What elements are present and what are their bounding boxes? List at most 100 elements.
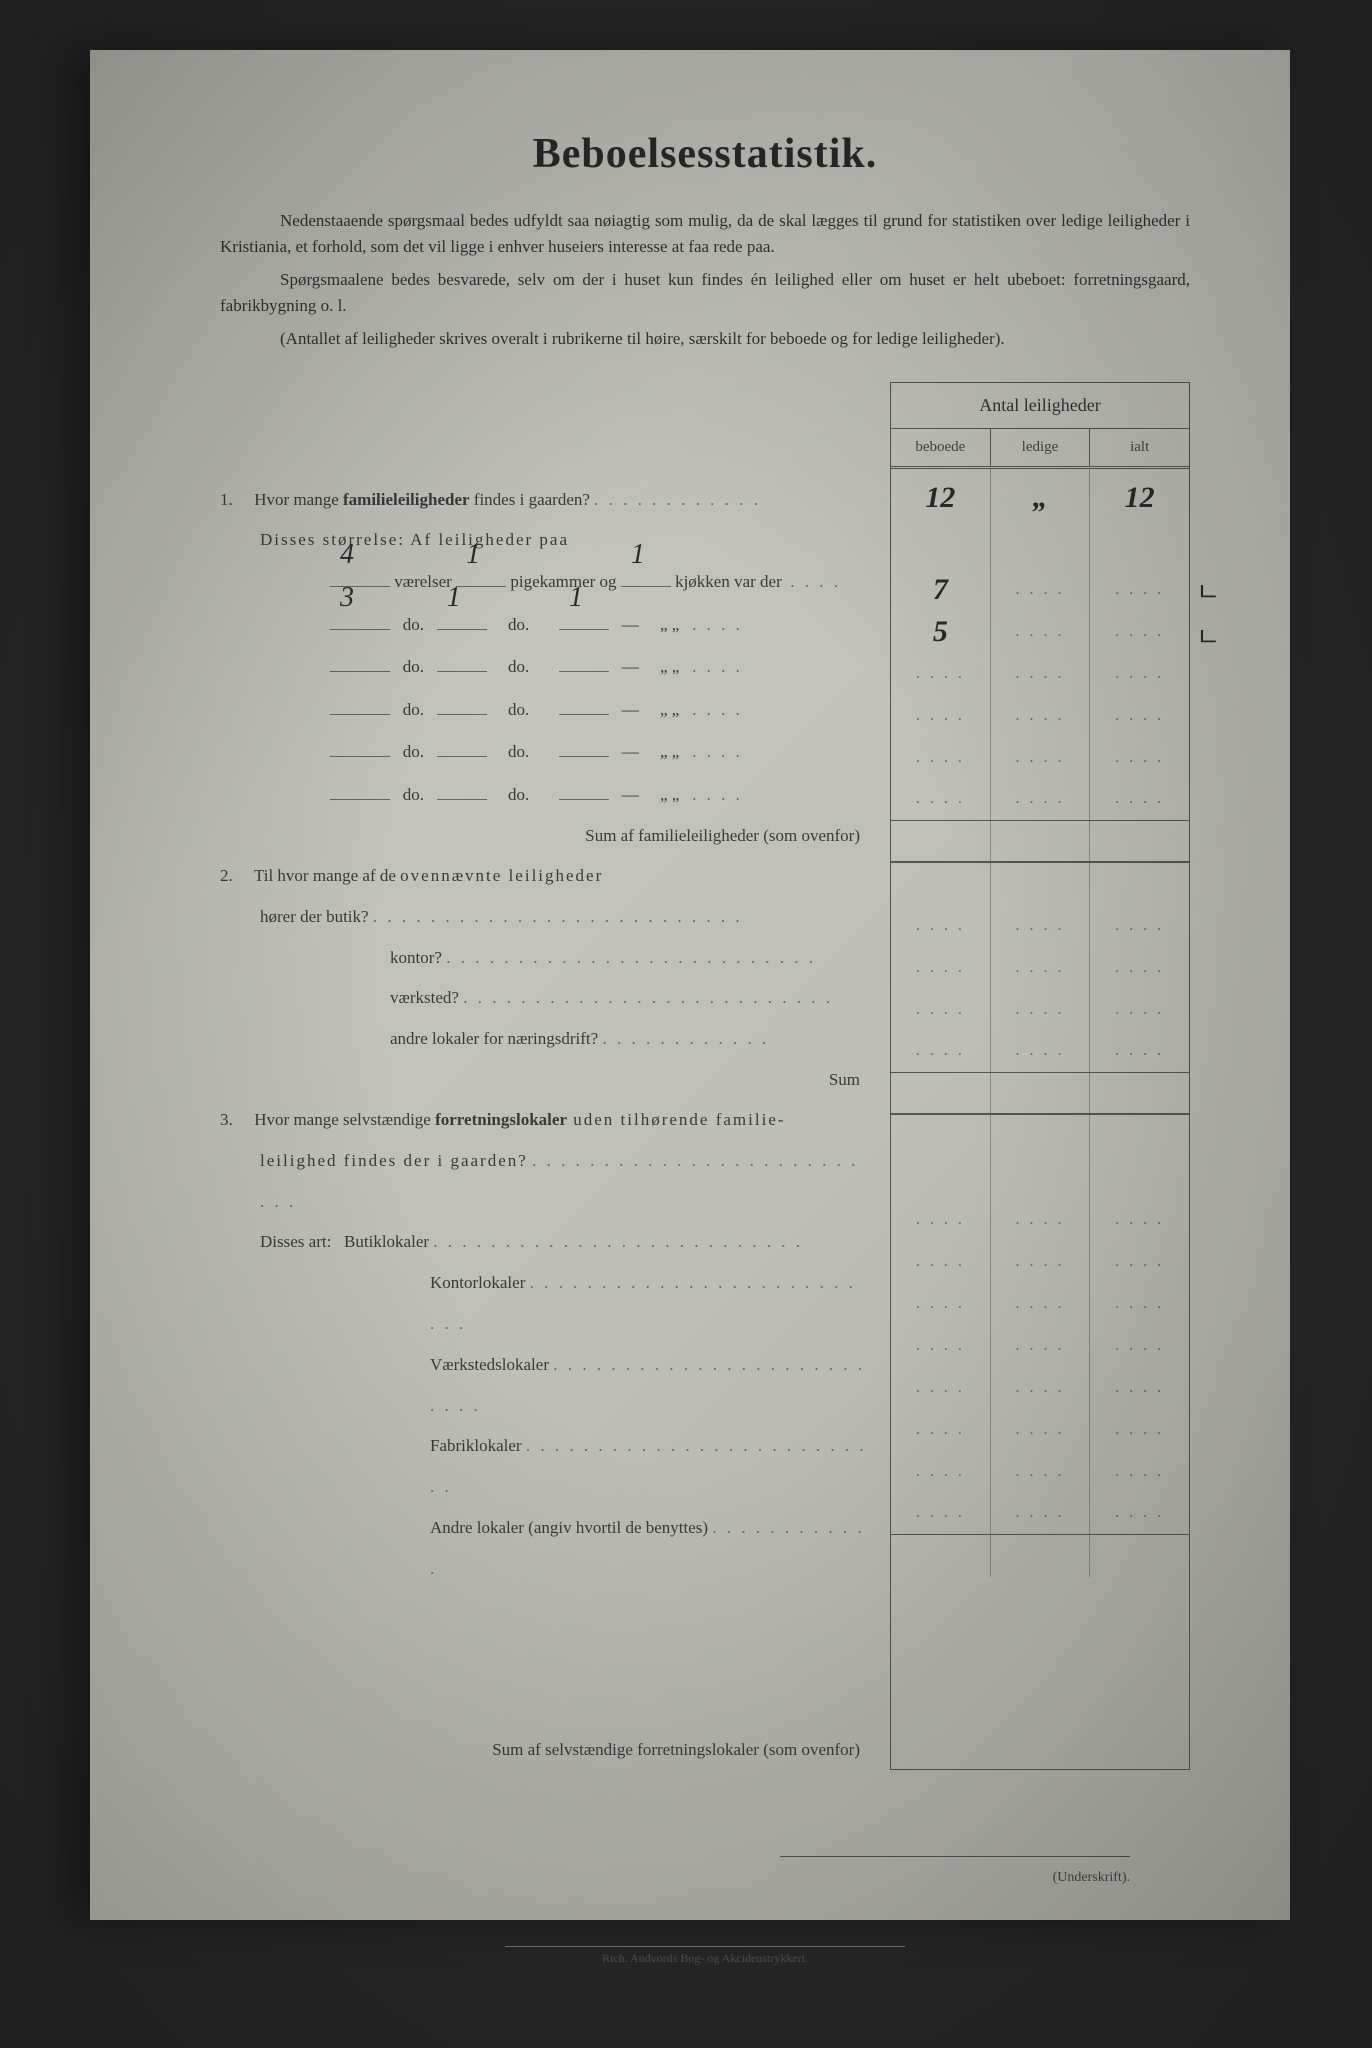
dash: — [622,700,639,719]
fill-2a: 3 [340,563,354,633]
row-q3-4: . . . .. . . .. . . . [891,1325,1189,1367]
dots: . . . . [1115,959,1164,977]
q3-s4: Fabriklokaler . . . . . . . . . . . . . … [220,1426,870,1508]
size-row-6: do. do. — „ „ . . . . [220,774,870,817]
q3-s4t: Fabriklokaler [430,1436,522,1455]
dots: . . . . [1115,790,1164,808]
document-page: Beboelsesstatistik. Nedenstaaende spørgs… [90,50,1290,1920]
dots: . . . . [1016,917,1065,935]
do: do. [508,615,529,634]
q3: 3. Hvor mange selvstændige forretningslo… [220,1100,870,1141]
q3-ta: Hvor mange selvstændige [254,1110,435,1129]
quotes: „ „ [660,700,679,719]
dots: . . . . [916,1504,965,1522]
row-sum3 [891,1535,1189,1577]
do: do. [508,785,529,804]
dots: . . . . [1016,623,1065,641]
q3-s5: Andre lokaler (angiv hvortil de benyttes… [220,1508,870,1590]
dots: . . . . [1016,1295,1065,1313]
dots: . . . . [1016,707,1065,725]
dots: . . . . [692,615,743,634]
row-s5: . . . .. . . .. . . . [891,737,1189,779]
fill-1c: 1 [631,520,645,590]
quotes: „ „ [660,785,679,804]
row-sum2 [891,1073,1189,1115]
q2-s3: værksted? . . . . . . . . . . . . . . . … [220,978,870,1019]
q1-ta: Hvor mange [254,490,343,509]
fill-1b: 1 [466,520,480,590]
page-title: Beboelsesstatistik. [220,130,1190,178]
q2: 2. Til hvor mange af de ovennævnte leili… [220,856,870,897]
do: do. [403,700,424,719]
q3-s3: Værkstedslokaler . . . . . . . . . . . .… [220,1345,870,1427]
printer-footer: Rich. Andvords Bog- og Akcidenstrykkeri. [505,1946,905,1966]
dots: . . . . [1016,1211,1065,1229]
dots: . . . . [1016,790,1065,808]
dots: . . . . . . . . . . . . . . . . . . . . … [463,988,833,1007]
q2-tb: ovennævnte leiligheder [400,866,603,885]
dots: . . . . [916,959,965,977]
q1-sub-text: Disses størrelse: Af leiligheder paa [260,530,569,549]
row-q2-3: . . . .. . . .. . . . [891,989,1189,1031]
table-header-main: Antal leiligheder [891,383,1189,429]
row-q2-1: . . . .. . . .. . . . [891,905,1189,947]
row-q3-e1: . . . .. . . .. . . . [891,1409,1189,1451]
dots: . . . . [916,917,965,935]
dash: — [622,657,639,676]
q3-s2t: Kontorlokaler [430,1273,525,1292]
q3-subht: Disses art: [260,1232,331,1251]
dots: . . . . [1016,1379,1065,1397]
quotes: „ „ [660,657,679,676]
dots: . . . . [916,1463,965,1481]
dots: . . . . [1115,1379,1164,1397]
q2-s4: andre lokaler for næringsdrift? . . . . … [220,1019,870,1060]
do: do. [403,615,424,634]
lbl-kjok: kjøkken var der [675,572,782,591]
dots: . . . . [1016,665,1065,683]
v1-l: „ [1033,481,1048,515]
do: do. [403,785,424,804]
dots: . . . . [1115,581,1164,599]
q2-s2t: kontor? [390,948,442,967]
v1-b: 12 [925,481,955,515]
dash: — [622,742,639,761]
dots: . . . . [916,790,965,808]
dots: . . . . [1016,1421,1065,1439]
dots: . . . . [916,1253,965,1271]
size-row-2: 3 do. 1 do. 1 — „ „ . . . . [220,604,870,647]
dots: . . . . [1115,1504,1164,1522]
row-s3: . . . .. . . .. . . . [891,653,1189,695]
q2-sum-text: Sum [829,1070,860,1089]
q3-s3t: Værkstedslokaler [430,1355,549,1374]
row-q3-sp2 [891,1157,1189,1199]
fill-2c: 1 [569,563,583,633]
dots: . . . . [1016,1463,1065,1481]
do: do. [508,700,529,719]
values-table: Antal leiligheder beboede ledige ialt 12… [890,382,1190,1770]
dots: . . . . [1115,707,1164,725]
dots: . . . . . . . . . . . . . . . . . . . . … [433,1232,803,1251]
row-spacer [891,527,1189,569]
dots: . . . . [916,749,965,767]
intro-p2-text: Spørgsmaalene bedes besvarede, selv om d… [220,270,1190,315]
do: do. [403,742,424,761]
dots: . . . . [916,707,965,725]
intro-p1-text: Nedenstaaende spørgsmaal bedes udfyldt s… [220,211,1190,256]
dots: . . . . [1115,1001,1164,1019]
row-s4: . . . . . . . . . . . . [891,695,1189,737]
dots: . . . . [916,1421,965,1439]
lbl-vaer: værelser [394,572,452,591]
row-q3-2: . . . .. . . .. . . . [891,1241,1189,1283]
q3-s1: Butiklokaler [344,1232,429,1251]
dots: . . . . [1115,623,1164,641]
q3-tb: forretningslokaler [435,1110,567,1129]
q3-s2: Kontorlokaler . . . . . . . . . . . . . … [220,1263,870,1345]
row-q2-4: . . . .. . . .. . . . [891,1031,1189,1073]
do: do. [403,657,424,676]
q1-num: 1. [220,480,250,521]
row-q3-1: . . . .. . . .. . . . [891,1199,1189,1241]
dots: . . . . . . . . . . . . . . . . . . . . … [373,907,743,926]
row-q3-5: . . . .. . . .. . . . [891,1367,1189,1409]
dots: . . . . [1016,1253,1065,1271]
size-row-5: do. do. — „ „ . . . . [220,731,870,774]
